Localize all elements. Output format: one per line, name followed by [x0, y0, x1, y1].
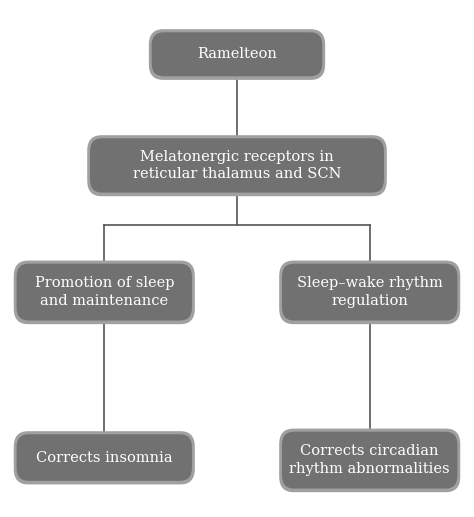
FancyBboxPatch shape: [279, 429, 460, 492]
Text: Corrects insomnia: Corrects insomnia: [36, 450, 173, 465]
FancyBboxPatch shape: [282, 432, 457, 489]
FancyBboxPatch shape: [282, 264, 457, 321]
FancyBboxPatch shape: [90, 138, 384, 192]
Text: Corrects circadian
rhythm abnormalities: Corrects circadian rhythm abnormalities: [290, 444, 450, 476]
FancyBboxPatch shape: [17, 264, 192, 321]
Text: Ramelteon: Ramelteon: [197, 47, 277, 62]
FancyBboxPatch shape: [17, 434, 192, 481]
Text: Sleep–wake rhythm
regulation: Sleep–wake rhythm regulation: [297, 276, 443, 308]
FancyBboxPatch shape: [152, 32, 322, 76]
FancyBboxPatch shape: [14, 261, 195, 324]
FancyBboxPatch shape: [149, 29, 325, 80]
FancyBboxPatch shape: [279, 261, 460, 324]
Text: Promotion of sleep
and maintenance: Promotion of sleep and maintenance: [35, 276, 174, 308]
FancyBboxPatch shape: [87, 135, 387, 196]
Text: Melatonergic receptors in
reticular thalamus and SCN: Melatonergic receptors in reticular thal…: [133, 149, 341, 181]
FancyBboxPatch shape: [14, 431, 195, 484]
